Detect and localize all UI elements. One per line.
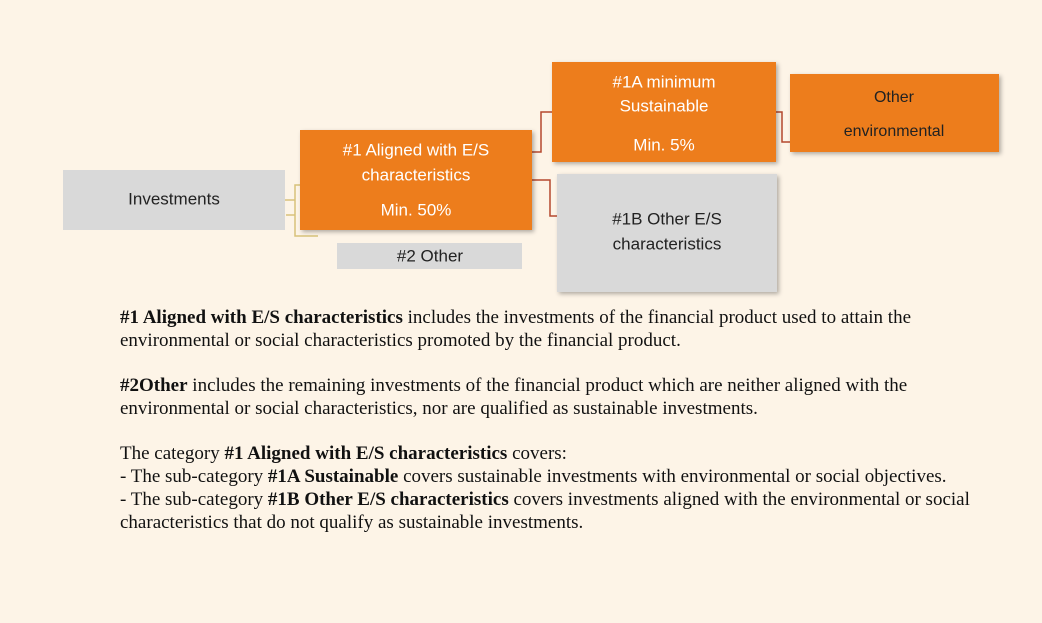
text-line: The category #1 Aligned with E/S charact…	[120, 442, 990, 465]
bold-run: #1 Aligned with E/S characteristics	[120, 307, 403, 328]
node-box	[790, 74, 999, 152]
node-box	[63, 170, 285, 230]
text-line: #2Other includes the remaining investmen…	[120, 374, 990, 420]
node-label: environmental	[844, 123, 945, 140]
explanation: #1 Aligned with E/S characteristics incl…	[120, 306, 990, 556]
connector	[294, 184, 318, 237]
text-run: covers:	[507, 443, 567, 464]
text-run: includes the remaining investments of th…	[120, 375, 908, 419]
bold-run: #1 Aligned with E/S characteristics	[224, 443, 508, 464]
text-run: - The sub-category	[120, 466, 268, 487]
text-line: #1 Aligned with E/S characteristics incl…	[120, 306, 990, 352]
text-line: - The sub-category #1B Other E/S charact…	[120, 488, 990, 534]
connector	[532, 111, 790, 217]
connector	[776, 111, 790, 143]
text-line: - The sub-category #1A Sustainable cover…	[120, 465, 990, 488]
connector	[532, 111, 552, 153]
bold-run: #2Other	[120, 375, 188, 396]
text-run: The category	[120, 443, 225, 464]
text-run: covers sustainable investments with envi…	[398, 466, 947, 487]
node-label: Other	[874, 89, 915, 106]
node-label: Sustainable	[620, 96, 709, 115]
node-label: #2 Other	[397, 246, 463, 265]
node-label: characteristics	[613, 234, 722, 253]
text-run: includes the investments of the financia…	[120, 307, 912, 351]
bold-run: #1B Other E/S characteristics	[267, 489, 509, 510]
paragraph: #2Other includes the remaining investmen…	[120, 374, 990, 420]
node-label: #1A minimum	[613, 72, 716, 91]
text-run: - The sub-category	[120, 489, 268, 510]
text-run: covers investments aligned with the envi…	[120, 489, 970, 533]
bold-run: #1A Sustainable	[267, 466, 399, 487]
node-label: Min. 5%	[633, 135, 694, 154]
node-label: Investments	[128, 189, 220, 208]
connector	[532, 179, 557, 217]
node-label: #1B Other E/S	[612, 209, 722, 228]
node-label: #1 Aligned with E/S	[343, 140, 489, 159]
node-box	[552, 62, 776, 162]
node-label: Min. 50%	[381, 200, 452, 219]
node-box	[300, 130, 532, 230]
node-box	[337, 243, 522, 269]
paragraph: #1 Aligned with E/S characteristics incl…	[120, 306, 990, 352]
node-label: characteristics	[362, 165, 471, 184]
node-box	[557, 174, 777, 292]
paragraph: The category #1 Aligned with E/S charact…	[120, 442, 990, 534]
diagram: Investments #1 Aligned with E/S characte…	[63, 62, 999, 292]
connector	[285, 184, 318, 237]
